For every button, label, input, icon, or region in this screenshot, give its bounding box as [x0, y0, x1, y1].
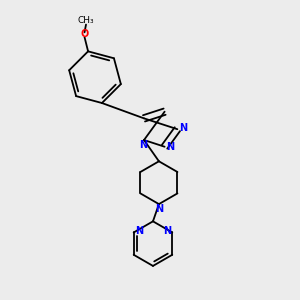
Text: N: N	[135, 226, 143, 236]
Text: N: N	[178, 123, 187, 133]
Text: O: O	[80, 28, 88, 38]
Text: N: N	[163, 226, 171, 236]
Text: N: N	[155, 204, 163, 214]
Text: CH₃: CH₃	[78, 16, 94, 25]
Text: N: N	[166, 142, 174, 152]
Text: N: N	[139, 140, 147, 150]
